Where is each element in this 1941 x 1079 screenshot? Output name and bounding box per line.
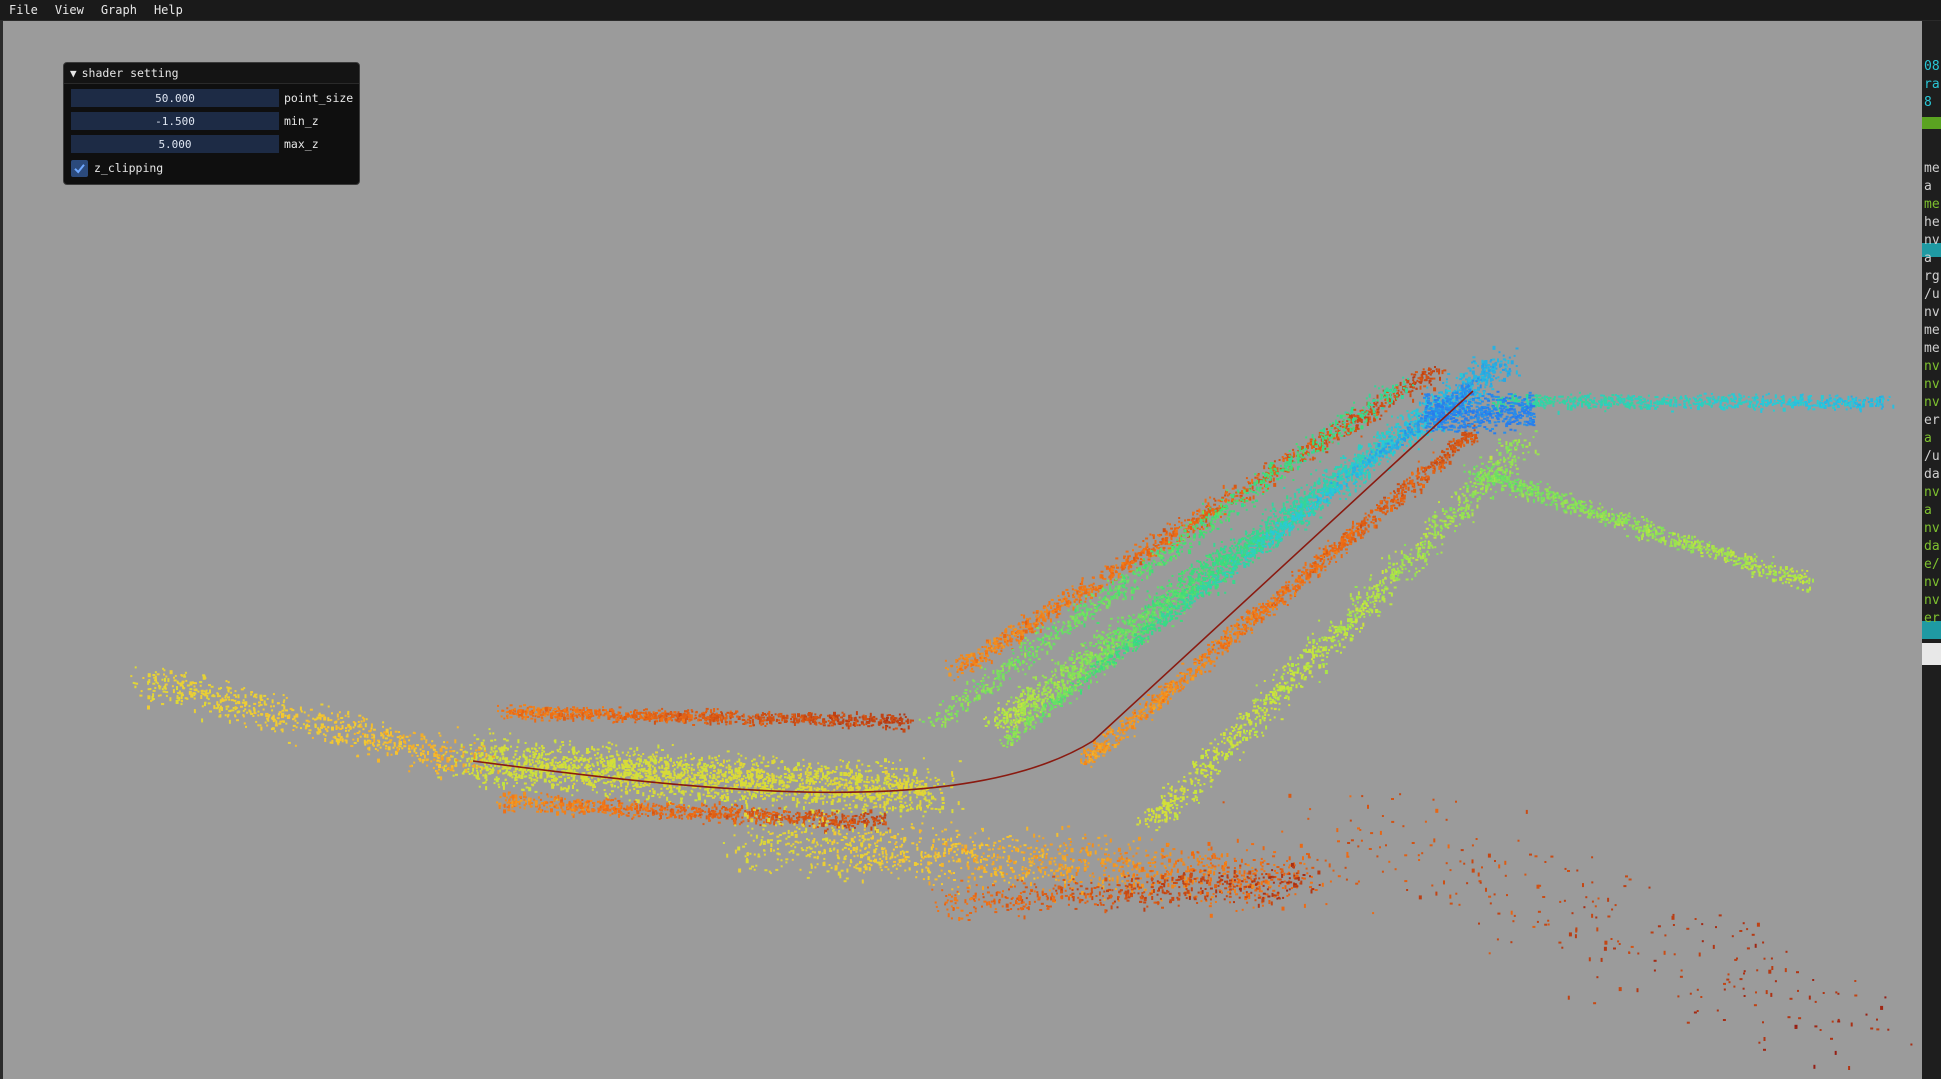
terminal-line: me (1924, 161, 1940, 176)
terminal-line: 08 (1924, 59, 1940, 74)
terminal-line: nv (1924, 521, 1940, 536)
max-z-row: 5.000 max_z (71, 135, 319, 153)
terminal-line: rg (1924, 269, 1940, 284)
point-size-row: 50.000 point_size (71, 89, 353, 107)
terminal-line: he (1924, 215, 1940, 230)
terminal-line: nv (1924, 593, 1940, 608)
terminal-highlight-cyan-2 (1922, 621, 1941, 639)
terminal-line: nv (1924, 305, 1940, 320)
terminal-line: a (1924, 251, 1932, 266)
min-z-label: min_z (284, 114, 319, 128)
terminal-line: nv (1924, 575, 1940, 590)
panel-titlebar[interactable]: ▼ shader setting (64, 63, 359, 84)
menu-file[interactable]: File (9, 3, 38, 17)
terminal-line: nv (1924, 359, 1940, 374)
checkmark-icon (74, 163, 85, 173)
point-cloud-render (130, 345, 1913, 1070)
terminal-line: me (1924, 197, 1940, 212)
terminal-line: me (1924, 323, 1940, 338)
terminal-line: a (1924, 503, 1932, 518)
min-z-row: -1.500 min_z (71, 112, 319, 130)
point-size-input[interactable]: 50.000 (71, 89, 279, 107)
terminal-line: e/ (1924, 557, 1940, 572)
max-z-input[interactable]: 5.000 (71, 135, 279, 153)
terminal-line: nv (1924, 485, 1940, 500)
terminal-line: da (1924, 539, 1940, 554)
terminal-line: /u (1924, 287, 1940, 302)
z-clipping-label: z_clipping (94, 161, 164, 175)
shader-setting-panel: ▼ shader setting 50.000 point_size -1.50… (63, 62, 360, 185)
terminal-line: 8 (1924, 95, 1932, 110)
z-clipping-checkbox[interactable] (71, 159, 88, 177)
point-cloud-viewport[interactable] (3, 21, 1922, 1079)
terminal-line: nv (1924, 395, 1940, 410)
point-size-label: point_size (284, 91, 354, 105)
window-left-edge (0, 21, 3, 1079)
z-clipping-row: z_clipping (71, 159, 163, 177)
terminal-line: ra (1924, 77, 1940, 92)
panel-title: shader setting (81, 66, 179, 80)
terminal-line: /u (1924, 449, 1940, 464)
terminal-line: nv (1924, 377, 1940, 392)
terminal-line: nv (1924, 233, 1940, 248)
terminal-line: a (1924, 431, 1932, 446)
terminal-line: er (1924, 611, 1940, 626)
terminal-highlight-cyan (1922, 243, 1941, 257)
menu-view[interactable]: View (54, 3, 84, 17)
terminal-line: me (1924, 341, 1940, 356)
terminal-white-block (1922, 643, 1941, 665)
terminal-line: a (1924, 179, 1932, 194)
terminal-line: da (1924, 467, 1940, 482)
menu-graph[interactable]: Graph (100, 3, 137, 17)
background-terminal-strip: 08 ra 8 me a me he nv a rg/u nv me me nv nv nv er a/u da nv… (1922, 21, 1941, 1079)
min-z-input[interactable]: -1.500 (71, 112, 279, 130)
menu-help[interactable]: Help (153, 3, 183, 17)
terminal-line: er (1924, 413, 1940, 428)
max-z-label: max_z (284, 137, 319, 151)
triangle-down-icon[interactable]: ▼ (70, 66, 77, 80)
terminal-highlight-green (1922, 117, 1941, 129)
menu-bar: File View Graph Help (0, 0, 1941, 21)
